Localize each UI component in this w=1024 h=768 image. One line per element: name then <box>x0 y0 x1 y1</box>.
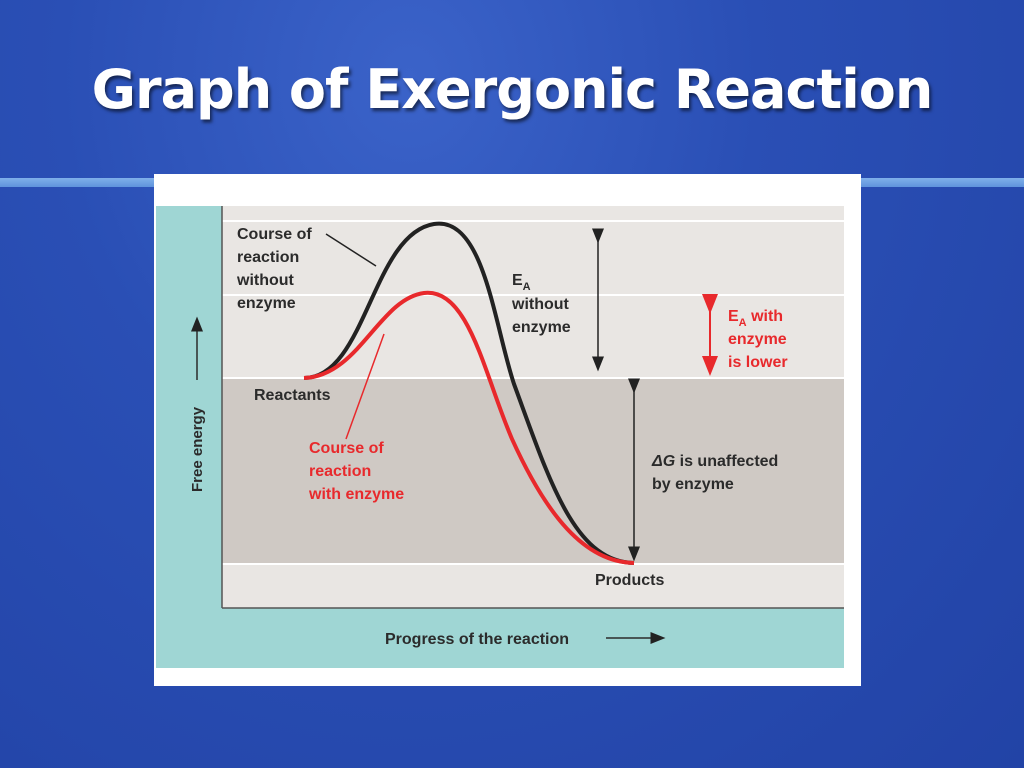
y-axis-label-group: Free energy <box>189 406 206 492</box>
y-axis-label: Free energy <box>189 406 206 492</box>
label-delta-g: ΔG is unaffected by enzyme <box>651 453 783 493</box>
curve-with-enzyme <box>303 290 635 565</box>
label-products: Products <box>595 572 664 589</box>
slide-title: Graph of Exergonic Reaction <box>91 58 934 121</box>
leader-line-with <box>345 333 385 440</box>
figure-frame: Free energy Progress of the reaction Cou… <box>154 174 861 686</box>
x-axis-label: Progress of the reaction <box>385 631 569 648</box>
plot-lower-band <box>222 564 844 608</box>
label-course-with-enzyme: Course of reaction with enzyme <box>308 440 404 503</box>
plot-middle-band <box>222 378 844 564</box>
label-ea-without-enzyme: EA without enzyme <box>511 272 573 336</box>
energy-diagram: Free energy Progress of the reaction Cou… <box>156 206 844 668</box>
label-ea-with-enzyme: EA with enzyme is lower <box>728 308 791 371</box>
label-reactants: Reactants <box>254 387 331 404</box>
leader-line-without <box>325 233 377 267</box>
curve-without-enzyme <box>303 221 635 565</box>
label-course-without-enzyme: Course of reaction without enzyme <box>236 226 316 312</box>
